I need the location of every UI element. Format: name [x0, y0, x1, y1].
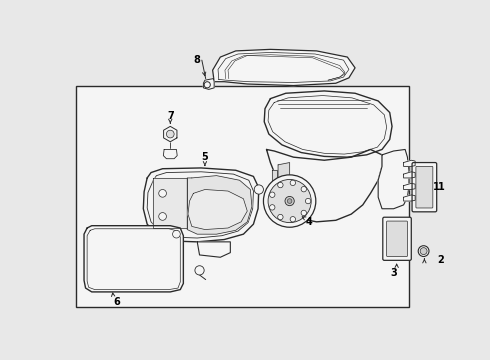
FancyBboxPatch shape	[383, 217, 411, 260]
Circle shape	[159, 189, 167, 197]
Circle shape	[301, 186, 306, 192]
Polygon shape	[197, 242, 230, 257]
Text: 7: 7	[167, 111, 173, 121]
Polygon shape	[264, 91, 392, 157]
Circle shape	[301, 210, 306, 216]
FancyBboxPatch shape	[416, 166, 433, 208]
Text: 5: 5	[201, 152, 208, 162]
Polygon shape	[164, 126, 177, 142]
Circle shape	[278, 214, 283, 220]
Polygon shape	[404, 160, 415, 166]
Bar	[75, 86, 409, 307]
Circle shape	[418, 246, 429, 256]
Circle shape	[270, 205, 275, 210]
Circle shape	[195, 266, 204, 275]
Polygon shape	[143, 168, 259, 242]
Circle shape	[264, 175, 316, 227]
Polygon shape	[163, 149, 177, 159]
Circle shape	[285, 197, 294, 206]
Polygon shape	[267, 149, 382, 222]
Circle shape	[278, 183, 283, 188]
Polygon shape	[213, 49, 355, 86]
Polygon shape	[188, 189, 247, 230]
Polygon shape	[404, 172, 415, 178]
Circle shape	[172, 230, 180, 238]
Polygon shape	[278, 183, 290, 203]
Circle shape	[204, 82, 210, 88]
Polygon shape	[272, 170, 276, 193]
Polygon shape	[278, 163, 290, 180]
Circle shape	[420, 248, 427, 255]
Text: 1: 1	[438, 182, 444, 192]
Circle shape	[290, 217, 295, 222]
FancyBboxPatch shape	[412, 163, 437, 212]
Text: 6: 6	[113, 297, 120, 307]
Text: 2: 2	[438, 255, 444, 265]
Circle shape	[287, 199, 292, 203]
Polygon shape	[187, 176, 252, 234]
Text: 8: 8	[194, 55, 201, 65]
Circle shape	[254, 185, 264, 194]
Circle shape	[270, 192, 275, 197]
Circle shape	[290, 180, 295, 185]
Text: 4: 4	[305, 217, 312, 227]
Circle shape	[167, 130, 174, 138]
Text: 1: 1	[433, 182, 440, 192]
Circle shape	[305, 198, 311, 204]
Polygon shape	[153, 178, 187, 228]
Polygon shape	[378, 149, 409, 209]
Polygon shape	[203, 78, 214, 89]
Polygon shape	[84, 226, 183, 292]
Circle shape	[268, 180, 311, 222]
FancyBboxPatch shape	[387, 221, 408, 256]
Polygon shape	[404, 183, 415, 189]
Text: 3: 3	[390, 267, 397, 278]
Polygon shape	[404, 195, 415, 201]
Circle shape	[159, 213, 167, 220]
